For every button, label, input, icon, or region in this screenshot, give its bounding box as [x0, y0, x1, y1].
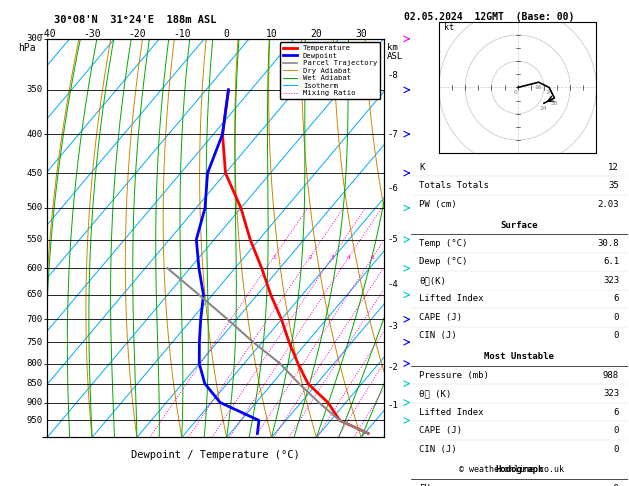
Text: 2.03: 2.03: [598, 200, 619, 208]
Text: 400: 400: [26, 130, 42, 139]
Text: CIN (J): CIN (J): [420, 331, 457, 340]
Text: 6.1: 6.1: [603, 258, 619, 266]
Text: 850: 850: [26, 379, 42, 388]
Text: 0: 0: [614, 331, 619, 340]
Text: 323: 323: [603, 389, 619, 398]
Text: 30°08'N  31°24'E  188m ASL: 30°08'N 31°24'E 188m ASL: [54, 15, 216, 25]
Text: 900: 900: [26, 398, 42, 407]
Text: 300: 300: [26, 35, 42, 43]
Text: Lifted Index: Lifted Index: [420, 408, 484, 417]
Text: 650: 650: [26, 290, 42, 299]
Text: Most Unstable: Most Unstable: [484, 352, 554, 361]
Text: 350: 350: [26, 86, 42, 94]
Text: 30.8: 30.8: [598, 239, 619, 248]
Text: -7: -7: [387, 130, 398, 139]
Text: CIN (J): CIN (J): [420, 445, 457, 453]
Text: © weatheronline.co.uk: © weatheronline.co.uk: [459, 465, 564, 474]
Text: -40: -40: [38, 29, 56, 39]
Text: -4: -4: [387, 280, 398, 289]
Text: 800: 800: [26, 359, 42, 368]
Text: -2: -2: [387, 363, 398, 372]
Text: θᴇ (K): θᴇ (K): [420, 389, 452, 398]
Text: 950: 950: [26, 416, 42, 425]
Text: 4: 4: [347, 255, 351, 260]
Text: 10: 10: [265, 29, 277, 39]
Text: 0: 0: [514, 90, 518, 95]
Text: 750: 750: [26, 338, 42, 347]
Text: 323: 323: [603, 276, 619, 285]
Text: CAPE (J): CAPE (J): [420, 313, 462, 322]
Text: 550: 550: [26, 235, 42, 244]
Text: 6: 6: [614, 295, 619, 303]
X-axis label: Dewpoint / Temperature (°C): Dewpoint / Temperature (°C): [131, 450, 300, 460]
Text: 16: 16: [535, 85, 542, 90]
Text: 988: 988: [603, 371, 619, 380]
Text: -1: -1: [387, 401, 398, 410]
Text: -3: -3: [387, 322, 398, 331]
Text: hPa: hPa: [18, 43, 36, 53]
Text: 0: 0: [614, 426, 619, 435]
Text: PW (cm): PW (cm): [420, 200, 457, 208]
Text: 0: 0: [614, 313, 619, 322]
Text: -0: -0: [608, 484, 619, 486]
Text: 600: 600: [26, 264, 42, 273]
Text: Temp (°C): Temp (°C): [420, 239, 468, 248]
Text: CAPE (J): CAPE (J): [420, 426, 462, 435]
Text: 0: 0: [224, 29, 230, 39]
Text: Hodograph: Hodograph: [495, 466, 543, 474]
Text: EH: EH: [420, 484, 430, 486]
Text: θᴇ(K): θᴇ(K): [420, 276, 447, 285]
Text: 450: 450: [26, 169, 42, 177]
Text: -10: -10: [173, 29, 191, 39]
Text: 24: 24: [545, 90, 553, 95]
Text: -5: -5: [387, 235, 398, 244]
Text: -6: -6: [387, 184, 398, 193]
Text: 6: 6: [371, 255, 375, 260]
Text: 20: 20: [311, 29, 322, 39]
Text: -8: -8: [387, 71, 398, 80]
Text: 12: 12: [608, 163, 619, 172]
Text: K: K: [420, 163, 425, 172]
Text: -30: -30: [83, 29, 101, 39]
Text: 6: 6: [614, 408, 619, 417]
Text: 1: 1: [272, 255, 276, 260]
Text: 0: 0: [614, 445, 619, 453]
Text: Pressure (mb): Pressure (mb): [420, 371, 489, 380]
Text: 24: 24: [540, 106, 547, 111]
Text: 02.05.2024  12GMT  (Base: 00): 02.05.2024 12GMT (Base: 00): [404, 12, 575, 22]
Text: 3: 3: [330, 255, 334, 260]
Text: 500: 500: [26, 204, 42, 212]
Text: Surface: Surface: [501, 221, 538, 229]
Legend: Temperature, Dewpoint, Parcel Trajectory, Dry Adiabat, Wet Adiabat, Isotherm, Mi: Temperature, Dewpoint, Parcel Trajectory…: [280, 42, 380, 99]
Text: km
ASL: km ASL: [387, 43, 403, 61]
Text: 700: 700: [26, 315, 42, 324]
Text: 30: 30: [550, 101, 558, 105]
Text: -20: -20: [128, 29, 146, 39]
Text: 35: 35: [608, 181, 619, 190]
Text: 2: 2: [308, 255, 312, 260]
Text: kt: kt: [444, 23, 454, 32]
Text: Dewp (°C): Dewp (°C): [420, 258, 468, 266]
Text: Lifted Index: Lifted Index: [420, 295, 484, 303]
Text: Totals Totals: Totals Totals: [420, 181, 489, 190]
Text: 30: 30: [355, 29, 367, 39]
